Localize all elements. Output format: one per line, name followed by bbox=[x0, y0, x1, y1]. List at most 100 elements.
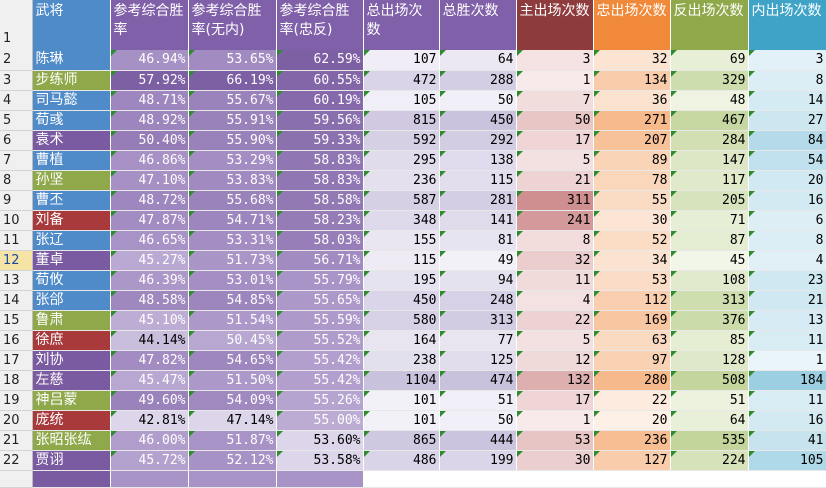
general-name-cell[interactable]: 刘备 bbox=[32, 210, 111, 231]
cell-lord[interactable]: 132 bbox=[516, 370, 594, 391]
cell-rebel[interactable]: 205 bbox=[670, 190, 749, 211]
row-number[interactable]: 17 bbox=[0, 350, 33, 371]
cell-wins[interactable]: 450 bbox=[439, 110, 517, 131]
cell-rebel[interactable]: 128 bbox=[670, 350, 749, 371]
cell-spy[interactable]: 54 bbox=[748, 150, 826, 171]
cell-spy[interactable]: 14 bbox=[748, 90, 826, 111]
cell-p1[interactable]: 48.72% bbox=[110, 190, 189, 211]
cell-p1[interactable]: 47.10% bbox=[110, 170, 189, 191]
cell-lord[interactable]: 8 bbox=[516, 230, 594, 251]
cell-rebel[interactable]: 64 bbox=[670, 410, 749, 431]
cell-p1[interactable]: 47.82% bbox=[110, 350, 189, 371]
col-header-total-wins[interactable]: 总胜次数 bbox=[439, 0, 517, 50]
cell-total[interactable]: 195 bbox=[363, 270, 440, 291]
cell-total[interactable]: 115 bbox=[363, 250, 440, 271]
cell-p3[interactable]: 55.42% bbox=[276, 370, 364, 391]
cell-p3[interactable]: 60.55% bbox=[276, 70, 364, 91]
cell-rebel[interactable]: 535 bbox=[670, 430, 749, 451]
cell-p1[interactable]: 47.87% bbox=[110, 210, 189, 231]
row-number[interactable]: 20 bbox=[0, 410, 33, 431]
cell-total[interactable]: 238 bbox=[363, 350, 440, 371]
cell-rebel[interactable]: 376 bbox=[670, 310, 749, 331]
general-name-cell[interactable]: 荀彧 bbox=[32, 110, 111, 131]
cell-rebel[interactable]: 51 bbox=[670, 390, 749, 411]
cell-lord[interactable]: 17 bbox=[516, 130, 594, 151]
row-number[interactable]: 13 bbox=[0, 270, 33, 291]
row-number[interactable]: 11 bbox=[0, 230, 33, 251]
cell-total[interactable]: 587 bbox=[363, 190, 440, 211]
cell-loyal[interactable]: 134 bbox=[593, 70, 671, 91]
cell-empty[interactable] bbox=[593, 470, 671, 488]
cell-wins[interactable]: 288 bbox=[439, 70, 517, 91]
cell-lord[interactable]: 7 bbox=[516, 90, 594, 111]
cell-p3[interactable]: 62.59% bbox=[276, 50, 364, 71]
row-number[interactable]: 8 bbox=[0, 170, 33, 191]
row-number[interactable]: 7 bbox=[0, 150, 33, 171]
cell-spy[interactable]: 16 bbox=[748, 410, 826, 431]
general-name-cell[interactable]: 神吕蒙 bbox=[32, 390, 111, 411]
cell-lord[interactable]: 32 bbox=[516, 250, 594, 271]
cell-rebel[interactable]: 85 bbox=[670, 330, 749, 351]
cell-rebel[interactable]: 45 bbox=[670, 250, 749, 271]
cell-total[interactable]: 236 bbox=[363, 170, 440, 191]
cell-lord[interactable]: 5 bbox=[516, 150, 594, 171]
cell-rebel[interactable]: 69 bbox=[670, 50, 749, 71]
cell-spy[interactable]: 21 bbox=[748, 290, 826, 311]
cell-rebel[interactable]: 48 bbox=[670, 90, 749, 111]
cell-wins[interactable]: 292 bbox=[439, 130, 517, 151]
cell-loyal[interactable]: 207 bbox=[593, 130, 671, 151]
col-header-winrate[interactable]: 参考综合胜率 bbox=[110, 0, 189, 50]
cell-lord[interactable]: 4 bbox=[516, 290, 594, 311]
cell-total[interactable]: 580 bbox=[363, 310, 440, 331]
col-header-name[interactable]: 武将 bbox=[32, 0, 111, 50]
cell-p3[interactable]: 55.52% bbox=[276, 330, 364, 351]
cell-lord[interactable]: 17 bbox=[516, 390, 594, 411]
cell-spy[interactable]: 41 bbox=[748, 430, 826, 451]
cell-total[interactable]: 101 bbox=[363, 390, 440, 411]
row-number[interactable]: 10 bbox=[0, 210, 33, 231]
cell-p2[interactable]: 53.01% bbox=[188, 270, 277, 291]
cell-p2[interactable]: 66.19% bbox=[188, 70, 277, 91]
cell-spy[interactable]: 8 bbox=[748, 230, 826, 251]
row-number[interactable] bbox=[0, 470, 33, 488]
cell-rebel[interactable]: 147 bbox=[670, 150, 749, 171]
cell-lord[interactable]: 50 bbox=[516, 110, 594, 131]
general-name-cell[interactable] bbox=[32, 470, 111, 488]
cell-p3[interactable]: 55.00% bbox=[276, 410, 364, 431]
cell-wins[interactable]: 281 bbox=[439, 190, 517, 211]
cell-p1[interactable]: 45.27% bbox=[110, 250, 189, 271]
cell-p2[interactable]: 51.87% bbox=[188, 430, 277, 451]
cell-loyal[interactable]: 34 bbox=[593, 250, 671, 271]
general-name-cell[interactable]: 陈琳 bbox=[32, 50, 111, 71]
cell-wins[interactable]: 50 bbox=[439, 410, 517, 431]
cell-p3[interactable]: 59.56% bbox=[276, 110, 364, 131]
cell-spy[interactable]: 16 bbox=[748, 190, 826, 211]
cell-p2[interactable]: 50.45% bbox=[188, 330, 277, 351]
cell-wins[interactable]: 444 bbox=[439, 430, 517, 451]
cell-p3[interactable]: 56.71% bbox=[276, 250, 364, 271]
cell-wins[interactable]: 313 bbox=[439, 310, 517, 331]
general-name-cell[interactable]: 曹植 bbox=[32, 150, 111, 171]
cell-spy[interactable]: 84 bbox=[748, 130, 826, 151]
cell-rebel[interactable]: 467 bbox=[670, 110, 749, 131]
cell-rebel[interactable]: 87 bbox=[670, 230, 749, 251]
cell-p3[interactable] bbox=[276, 470, 364, 488]
cell-p1[interactable]: 57.92% bbox=[110, 70, 189, 91]
cell-loyal[interactable]: 127 bbox=[593, 450, 671, 471]
cell-spy[interactable]: 23 bbox=[748, 270, 826, 291]
cell-p2[interactable]: 51.73% bbox=[188, 250, 277, 271]
cell-p3[interactable]: 58.83% bbox=[276, 150, 364, 171]
cell-p1[interactable]: 46.65% bbox=[110, 230, 189, 251]
cell-loyal[interactable]: 30 bbox=[593, 210, 671, 231]
general-name-cell[interactable]: 孙坚 bbox=[32, 170, 111, 191]
cell-p1[interactable] bbox=[110, 470, 189, 488]
cell-p3[interactable]: 55.79% bbox=[276, 270, 364, 291]
cell-spy[interactable]: 184 bbox=[748, 370, 826, 391]
cell-loyal[interactable]: 63 bbox=[593, 330, 671, 351]
cell-spy[interactable]: 11 bbox=[748, 330, 826, 351]
cell-lord[interactable]: 311 bbox=[516, 190, 594, 211]
cell-lord[interactable]: 11 bbox=[516, 270, 594, 291]
general-name-cell[interactable]: 贾诩 bbox=[32, 450, 111, 471]
cell-total[interactable]: 592 bbox=[363, 130, 440, 151]
cell-p3[interactable]: 58.03% bbox=[276, 230, 364, 251]
